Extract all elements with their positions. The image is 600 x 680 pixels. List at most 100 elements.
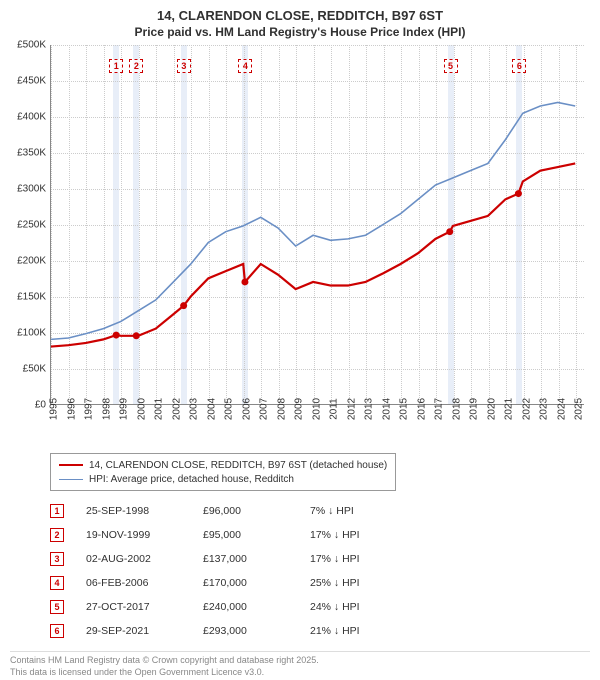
x-tick-label: 2005 (224, 398, 235, 420)
sale-point (113, 332, 120, 339)
x-tick-label: 1996 (66, 398, 77, 420)
row-marker: 4 (50, 576, 64, 590)
sale-point (180, 302, 187, 309)
x-tick-label: 1998 (101, 398, 112, 420)
x-tick-label: 1999 (119, 398, 130, 420)
sale-marker: 5 (444, 59, 458, 73)
series-line (51, 102, 575, 339)
x-tick-label: 2024 (556, 398, 567, 420)
table-row: 1 25-SEP-1998 £96,000 7% ↓ HPI (50, 499, 590, 523)
y-tick-label: £50K (23, 364, 46, 375)
row-date: 02-AUG-2002 (86, 553, 181, 565)
x-tick-label: 2012 (346, 398, 357, 420)
y-tick-label: £300K (17, 184, 46, 195)
chart-subtitle: Price paid vs. HM Land Registry's House … (10, 25, 590, 39)
row-price: £137,000 (203, 553, 288, 565)
x-tick-label: 2003 (189, 398, 200, 420)
legend-label: 14, CLARENDON CLOSE, REDDITCH, B97 6ST (… (89, 460, 387, 471)
y-tick-label: £100K (17, 328, 46, 339)
sale-marker: 1 (109, 59, 123, 73)
sale-marker: 3 (177, 59, 191, 73)
footer-line-1: Contains HM Land Registry data © Crown c… (10, 655, 590, 667)
y-tick-label: £0 (35, 400, 46, 411)
y-tick-label: £250K (17, 220, 46, 231)
table-row: 3 02-AUG-2002 £137,000 17% ↓ HPI (50, 547, 590, 571)
series-line (51, 163, 575, 346)
row-price: £95,000 (203, 529, 288, 541)
x-tick-label: 2011 (329, 398, 340, 420)
table-row: 5 27-OCT-2017 £240,000 24% ↓ HPI (50, 595, 590, 619)
row-marker: 3 (50, 552, 64, 566)
plot-area: 12 3 4 5 6 (50, 45, 584, 405)
row-diff: 17% ↓ HPI (310, 553, 400, 565)
sale-point (133, 332, 140, 339)
x-tick-label: 2015 (399, 398, 410, 420)
x-tick-label: 2001 (154, 398, 165, 420)
x-tick-label: 2018 (451, 398, 462, 420)
y-tick-label: £150K (17, 292, 46, 303)
y-axis: £0£50K£100K£150K£200K£250K£300K£350K£400… (10, 45, 50, 405)
x-tick-label: 2017 (434, 398, 445, 420)
table-row: 2 19-NOV-1999 £95,000 17% ↓ HPI (50, 523, 590, 547)
x-tick-label: 2010 (311, 398, 322, 420)
x-tick-label: 2002 (171, 398, 182, 420)
chart-title: 14, CLARENDON CLOSE, REDDITCH, B97 6ST (10, 8, 590, 23)
x-tick-label: 2008 (276, 398, 287, 420)
row-date: 29-SEP-2021 (86, 625, 181, 637)
x-tick-label: 2004 (206, 398, 217, 420)
row-marker: 5 (50, 600, 64, 614)
sales-table: 1 25-SEP-1998 £96,000 7% ↓ HPI 2 19-NOV-1999 £… (50, 499, 590, 643)
x-tick-label: 2013 (364, 398, 375, 420)
x-tick-label: 2006 (241, 398, 252, 420)
x-tick-label: 2025 (574, 398, 585, 420)
row-marker: 2 (50, 528, 64, 542)
sale-point (515, 190, 522, 197)
y-tick-label: £400K (17, 112, 46, 123)
row-date: 27-OCT-2017 (86, 601, 181, 613)
sale-marker: 6 (512, 59, 526, 73)
table-row: 4 06-FEB-2006 £170,000 25% ↓ HPI (50, 571, 590, 595)
row-price: £170,000 (203, 577, 288, 589)
legend-swatch (59, 479, 83, 480)
x-tick-label: 2014 (381, 398, 392, 420)
legend-swatch (59, 464, 83, 466)
x-tick-label: 2019 (469, 398, 480, 420)
row-date: 25-SEP-1998 (86, 505, 181, 517)
legend-item: 14, CLARENDON CLOSE, REDDITCH, B97 6ST (… (59, 458, 387, 472)
row-date: 19-NOV-1999 (86, 529, 181, 541)
row-diff: 17% ↓ HPI (310, 529, 400, 541)
x-tick-label: 2000 (136, 398, 147, 420)
x-tick-label: 2009 (294, 398, 305, 420)
row-date: 06-FEB-2006 (86, 577, 181, 589)
sale-point (446, 228, 453, 235)
chart-area: £0£50K£100K£150K£200K£250K£300K£350K£400… (10, 45, 590, 445)
footer: Contains HM Land Registry data © Crown c… (10, 651, 590, 678)
x-tick-label: 2016 (416, 398, 427, 420)
row-price: £96,000 (203, 505, 288, 517)
row-marker: 6 (50, 624, 64, 638)
row-diff: 7% ↓ HPI (310, 505, 400, 517)
row-diff: 21% ↓ HPI (310, 625, 400, 637)
x-tick-label: 2020 (486, 398, 497, 420)
legend-label: HPI: Average price, detached house, Redd… (89, 474, 294, 485)
x-tick-label: 2023 (539, 398, 550, 420)
legend: 14, CLARENDON CLOSE, REDDITCH, B97 6ST (… (50, 453, 396, 491)
sale-marker: 4 (238, 59, 252, 73)
y-tick-label: £350K (17, 148, 46, 159)
row-diff: 24% ↓ HPI (310, 601, 400, 613)
row-price: £240,000 (203, 601, 288, 613)
x-tick-label: 2022 (521, 398, 532, 420)
x-tick-label: 1997 (84, 398, 95, 420)
chart-svg (51, 45, 584, 404)
row-diff: 25% ↓ HPI (310, 577, 400, 589)
sale-marker: 2 (129, 59, 143, 73)
row-marker: 1 (50, 504, 64, 518)
y-tick-label: £450K (17, 76, 46, 87)
row-price: £293,000 (203, 625, 288, 637)
x-tick-label: 2021 (504, 398, 515, 420)
x-tick-label: 1995 (49, 398, 60, 420)
x-axis: 1995199619971998199920002001200220032004… (50, 405, 584, 445)
table-row: 6 29-SEP-2021 £293,000 21% ↓ HPI (50, 619, 590, 643)
legend-item: HPI: Average price, detached house, Redd… (59, 472, 387, 486)
footer-line-2: This data is licensed under the Open Gov… (10, 667, 590, 679)
